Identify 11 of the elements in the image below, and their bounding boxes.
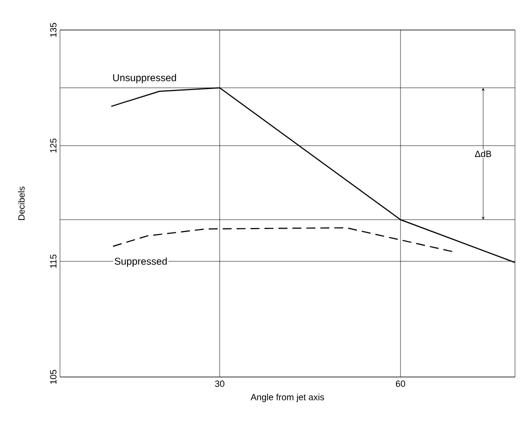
annotation: ΔdB xyxy=(474,150,492,158)
y-tick-label: 125 xyxy=(50,138,56,152)
x-tick-label: 30 xyxy=(215,380,224,387)
series-label: Unsuppressed xyxy=(113,74,176,84)
x-axis-title: Angle from jet axis xyxy=(250,394,324,402)
y-axis-title: Decibels xyxy=(18,186,25,220)
y-tick-label: 115 xyxy=(50,254,56,268)
y-tick-label: 105 xyxy=(50,370,56,384)
y-tick-label: 135 xyxy=(50,22,56,37)
series-label: Suppressed xyxy=(114,257,167,267)
x-tick-label: 60 xyxy=(396,380,406,387)
